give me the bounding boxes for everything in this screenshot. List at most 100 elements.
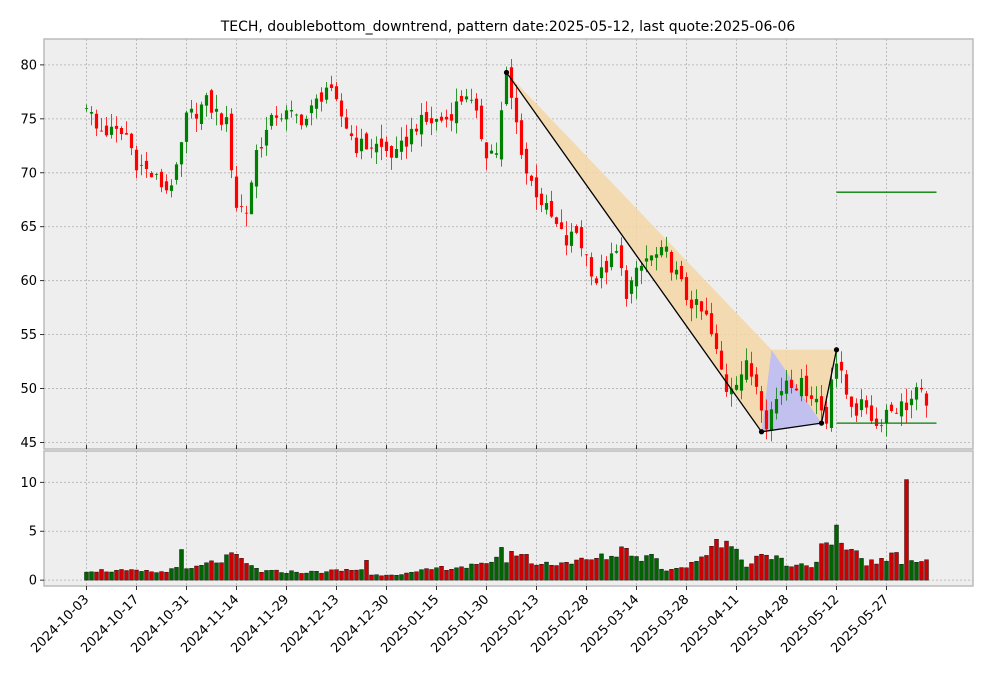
volume-bar [669, 569, 674, 581]
volume-bar [524, 554, 529, 581]
volume-bar [779, 557, 784, 581]
candle-body [249, 182, 254, 215]
candle-body [649, 255, 654, 261]
volume-bar [794, 564, 799, 581]
candle-body [559, 222, 564, 229]
volume-bar [614, 556, 619, 581]
volume-bar [94, 571, 99, 581]
volume-tick-label: 5 [29, 525, 37, 540]
volume-bar [399, 574, 404, 581]
candle-body [524, 148, 529, 174]
volume-bar [659, 568, 664, 581]
volume-bar [609, 555, 614, 581]
volume-bar [194, 565, 199, 581]
volume-bar [99, 569, 104, 581]
candle-body [464, 96, 469, 100]
pattern-point [833, 347, 840, 353]
candle-body [239, 206, 244, 207]
volume-bar [459, 566, 464, 581]
volume-bar [889, 552, 894, 581]
candle-body [224, 117, 229, 125]
volume-bar [864, 565, 869, 581]
volume-bar [299, 573, 304, 581]
volume-bar [319, 572, 324, 581]
volume-bar [899, 564, 904, 581]
volume-bar [229, 552, 234, 581]
candle-body [684, 277, 689, 301]
volume-bar [724, 540, 729, 581]
candle-body [444, 116, 449, 120]
candle-body [314, 98, 319, 109]
candle-body [379, 138, 384, 147]
volume-bar [484, 563, 489, 581]
candle-body [629, 280, 634, 294]
pattern-line [505, 72, 838, 433]
volume-bar [809, 567, 814, 581]
volume-bar [474, 564, 479, 581]
volume-bar [914, 562, 919, 581]
candle-body [214, 108, 219, 112]
volume-bar [529, 563, 534, 581]
candle-body [409, 128, 414, 145]
candle-body [459, 95, 464, 102]
volume-bar [469, 563, 474, 581]
volume-bar [909, 560, 914, 581]
candle-body [99, 130, 104, 132]
volume-bar [559, 562, 564, 581]
volume-bar [214, 562, 219, 581]
candle-body [329, 84, 334, 88]
volume-series [84, 479, 929, 581]
candle-body [739, 374, 744, 391]
volume-bar [239, 558, 244, 581]
candle-body [294, 114, 299, 116]
candle-body [639, 265, 644, 271]
volume-bar [309, 570, 314, 581]
candle-body [874, 418, 879, 426]
volume-bar [784, 565, 789, 581]
candle-body [414, 128, 419, 132]
candle-body [804, 375, 809, 397]
candle-body [134, 149, 139, 171]
volume-bar [374, 574, 379, 581]
volume-bar [384, 574, 389, 581]
candle-body [789, 379, 794, 388]
volume-bar [249, 565, 254, 581]
candle-body [319, 92, 324, 102]
candle-body [664, 246, 669, 252]
volume-bar [749, 563, 754, 581]
candle-body [344, 117, 349, 129]
volume-bar [574, 559, 579, 581]
volume-bar [859, 558, 864, 581]
volume-bar [879, 558, 884, 581]
volume-bar [334, 569, 339, 581]
candle-body [494, 153, 499, 155]
candle-body [599, 267, 604, 279]
volume-bar [519, 554, 524, 581]
volume-bar [489, 561, 494, 581]
volume-bar [579, 557, 584, 581]
candle-body [569, 231, 574, 246]
candle-body [619, 245, 624, 269]
candle-body [574, 226, 579, 233]
volume-bar [834, 524, 839, 581]
candle-body [779, 391, 784, 396]
price-panel [43, 38, 974, 450]
volume-bar [379, 575, 384, 581]
volume-bar [139, 571, 144, 581]
volume-bar [284, 573, 289, 581]
volume-bar [254, 568, 259, 581]
volume-bar [689, 561, 694, 581]
candle-body [824, 406, 829, 424]
candle-body [209, 90, 214, 113]
volume-bar [874, 563, 879, 581]
pattern-point [818, 420, 825, 426]
candle-body [644, 258, 649, 262]
candle-body [339, 100, 344, 117]
candle-body [324, 87, 329, 100]
volume-bar [764, 554, 769, 581]
volume-bar [664, 570, 669, 581]
candle-body [499, 110, 504, 160]
volume-bar [854, 550, 859, 581]
candle-body [659, 247, 664, 256]
candle-body [349, 133, 354, 137]
